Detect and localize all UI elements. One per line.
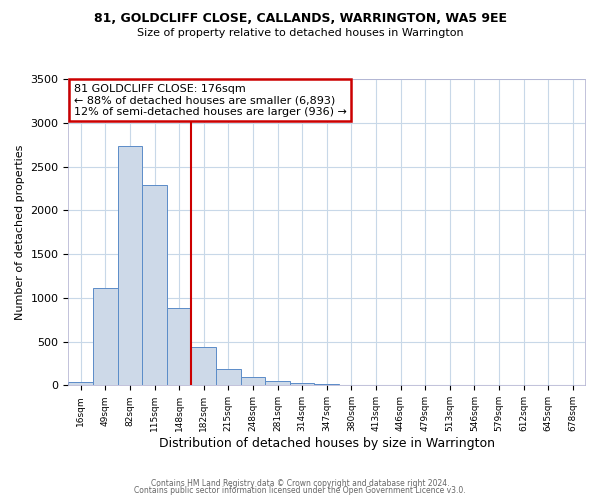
Bar: [68, 382, 93, 386]
Text: Contains HM Land Registry data © Crown copyright and database right 2024.: Contains HM Land Registry data © Crown c…: [151, 478, 449, 488]
Bar: [241, 377, 265, 386]
Bar: [167, 308, 191, 386]
X-axis label: Distribution of detached houses by size in Warrington: Distribution of detached houses by size …: [159, 437, 495, 450]
Bar: [118, 146, 142, 386]
Bar: [314, 384, 339, 386]
Bar: [216, 369, 241, 386]
Bar: [290, 383, 314, 386]
Bar: [265, 382, 290, 386]
Text: 81 GOLDCLIFF CLOSE: 176sqm
← 88% of detached houses are smaller (6,893)
12% of s: 81 GOLDCLIFF CLOSE: 176sqm ← 88% of deta…: [74, 84, 346, 117]
Bar: [191, 347, 216, 386]
Text: Size of property relative to detached houses in Warrington: Size of property relative to detached ho…: [137, 28, 463, 38]
Y-axis label: Number of detached properties: Number of detached properties: [15, 144, 25, 320]
Bar: [93, 288, 118, 386]
Bar: [142, 185, 167, 386]
Text: Contains public sector information licensed under the Open Government Licence v3: Contains public sector information licen…: [134, 486, 466, 495]
Text: 81, GOLDCLIFF CLOSE, CALLANDS, WARRINGTON, WA5 9EE: 81, GOLDCLIFF CLOSE, CALLANDS, WARRINGTO…: [94, 12, 506, 26]
